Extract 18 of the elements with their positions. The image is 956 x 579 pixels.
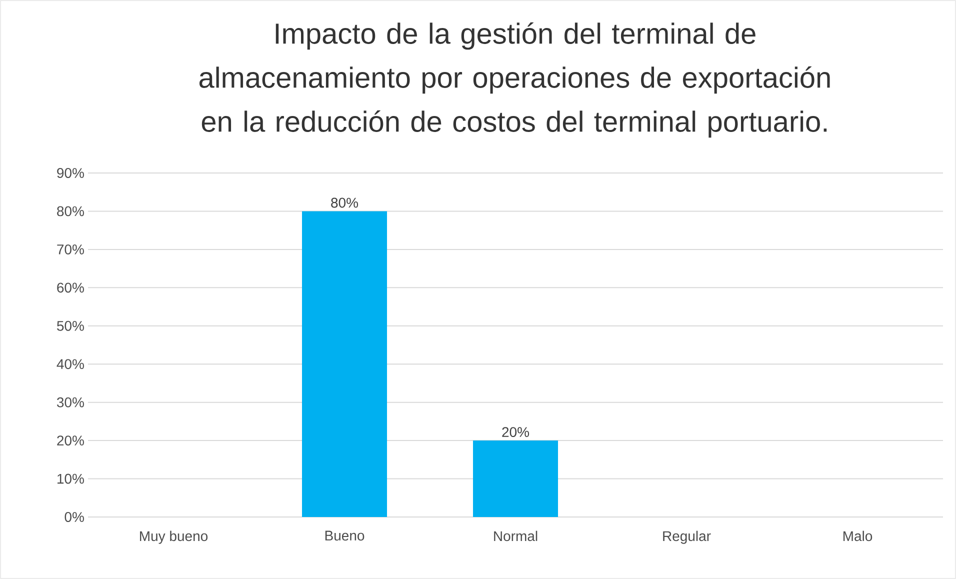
data-label: 80%	[331, 198, 358, 208]
y-tick-label: 40%	[56, 359, 84, 370]
y-tick-label: 60%	[57, 282, 84, 293]
y-tick-label: 50%	[57, 320, 84, 331]
chart-title: Impacto de la gestión del terminal de almacenamiento por operaciones de exportación en la reducción de costos del terminal portuario.	[199, 22, 830, 138]
y-tick-label: 30%	[56, 397, 84, 408]
x-tick-label: Malo	[843, 530, 872, 542]
x-tick-label: Muy bueno	[140, 530, 208, 544]
x-tick-label: Regular	[663, 530, 711, 544]
y-tick-label: 80%	[57, 206, 84, 216]
y-tick-label: 10%	[58, 474, 84, 484]
y-tick-label: 90%	[57, 168, 84, 178]
x-tick-label: Bueno	[325, 530, 364, 541]
data-label: 20%	[502, 427, 530, 438]
y-tick-label: 70%	[57, 244, 84, 254]
y-tick-label: 20%	[57, 436, 84, 446]
x-tick-label: Normal	[494, 530, 538, 542]
y-tick-label: 0%	[64, 512, 84, 522]
